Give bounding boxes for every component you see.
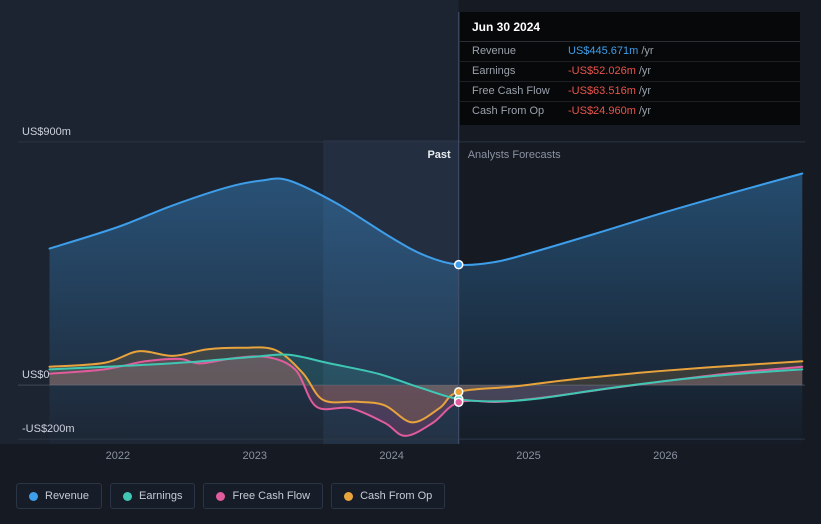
tooltip-row-value: -US$52.026m — [568, 65, 636, 77]
revenue-area — [49, 173, 803, 444]
series-line-cash-from-op — [48, 346, 804, 424]
legend-color-dot — [216, 491, 226, 501]
series-marker — [453, 387, 464, 397]
legend-item-earnings[interactable]: Earnings — [110, 483, 196, 509]
tooltip-row-value: -US$24.960m — [568, 105, 636, 117]
tooltip-row-unit: /yr — [641, 45, 654, 57]
legend-color-dot — [123, 491, 133, 501]
series-marker — [453, 259, 464, 270]
tooltip-row-unit: /yr — [638, 85, 652, 97]
tooltip-row-label: Free Cash Flow — [472, 85, 550, 97]
tooltip: Jun 30 2024 Revenue US$445.671m/yr Earning… — [460, 12, 800, 125]
tooltip-row: Earnings -US$52.026m/yr — [460, 62, 800, 82]
tooltip-row: Revenue US$445.671m/yr — [460, 42, 800, 62]
legend-item-revenue[interactable]: Revenue — [16, 483, 103, 509]
legend-color-dot — [29, 491, 38, 501]
legend-item-free-cash-flow[interactable]: Free Cash Flow — [203, 483, 324, 509]
legend-item-label: Revenue — [45, 490, 90, 502]
series-line-earnings — [48, 353, 804, 403]
tooltip-row-value: -US$63.516m — [568, 85, 636, 97]
tooltip-row-label: Earnings — [472, 65, 516, 77]
legend-item-label: Cash From Op — [360, 490, 433, 502]
tooltip-row-value: US$445.671m — [568, 45, 639, 57]
series-marker — [453, 397, 464, 408]
legend-item-label: Earnings — [139, 490, 183, 502]
tooltip-date: Jun 30 2024 — [460, 12, 800, 42]
tooltip-row-unit: /yr — [638, 105, 652, 117]
legend: Revenue Earnings Free Cash Flow Cash From O… — [16, 483, 446, 509]
tooltip-row: Free Cash Flow -US$63.516m/yr — [460, 82, 800, 102]
tooltip-row-unit: /yr — [638, 65, 652, 77]
legend-item-label: Free Cash Flow — [232, 490, 311, 502]
series-line-revenue — [48, 172, 804, 266]
legend-item-cash-from-op[interactable]: Cash From Op — [331, 483, 446, 509]
tooltip-row: Cash From Op -US$24.960m/yr — [460, 102, 800, 121]
series-area — [49, 356, 803, 436]
tooltip-row-label: Revenue — [472, 45, 517, 57]
legend-color-dot — [344, 491, 354, 501]
tooltip-body: Revenue US$445.671m/yr Earnings -US$52.026m… — [460, 42, 800, 121]
series-area — [49, 347, 803, 423]
tooltip-row-label: Cash From Op — [472, 105, 545, 117]
series-area — [49, 354, 803, 402]
